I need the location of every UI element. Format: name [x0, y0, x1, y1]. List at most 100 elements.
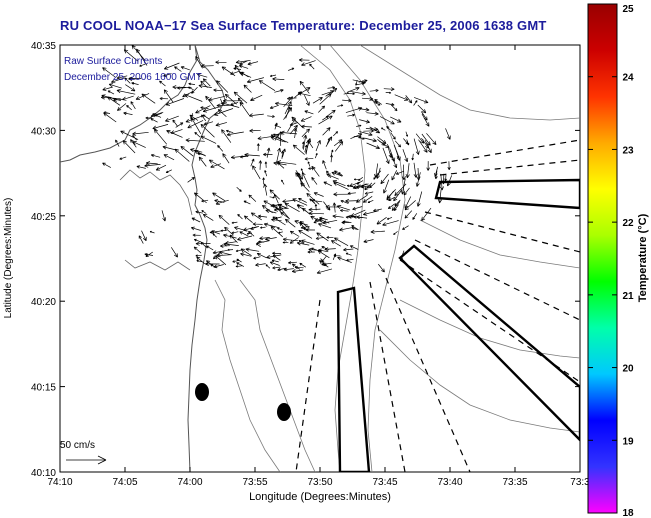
current-vector [362, 210, 379, 216]
colorbar-tick-label: 24 [622, 73, 634, 84]
current-vector [264, 170, 268, 177]
current-vector [304, 157, 314, 161]
current-vector [269, 196, 275, 199]
current-vector [237, 97, 244, 104]
current-vector [349, 245, 359, 250]
current-vector [258, 80, 276, 91]
current-vector [153, 128, 168, 145]
bathymetry-contours [214, 45, 580, 472]
current-vector [374, 99, 383, 105]
current-vector [426, 161, 430, 171]
current-vector [348, 92, 355, 96]
current-vector [415, 133, 425, 144]
current-vector [288, 67, 295, 71]
current-vector [333, 182, 349, 190]
current-vector [391, 170, 398, 181]
x-tick-label: 74:05 [112, 477, 137, 488]
current-vector [202, 213, 214, 221]
coastline [60, 45, 226, 472]
current-vector [272, 254, 281, 261]
current-vector [197, 152, 205, 156]
current-vector [221, 66, 236, 77]
current-vector [195, 56, 203, 69]
current-vector [394, 94, 409, 101]
current-vector [174, 66, 182, 72]
current-vector [222, 153, 230, 164]
current-vector [359, 131, 373, 137]
current-vector [278, 231, 283, 234]
current-vector [102, 162, 111, 168]
current-vector [315, 140, 321, 152]
colorbar [587, 3, 618, 514]
current-vector [108, 83, 123, 89]
coastline-detail [119, 169, 193, 271]
current-vector [120, 130, 139, 140]
current-vector [314, 204, 318, 211]
current-vector [370, 229, 385, 234]
current-vector [165, 169, 172, 173]
current-vector [322, 219, 338, 225]
current-vector [132, 141, 146, 148]
current-vector [300, 168, 304, 174]
current-vector [333, 192, 350, 197]
current-vector [318, 248, 329, 253]
current-vector [225, 129, 234, 134]
current-vector [284, 101, 292, 115]
y-tick-label: 40:20 [31, 297, 56, 308]
current-vector [235, 265, 242, 268]
current-vector [434, 166, 439, 177]
current-vector [116, 89, 136, 95]
current-vector [319, 93, 332, 105]
x-tick-label: 73:40 [437, 477, 462, 488]
current-vector [220, 98, 224, 105]
current-vector [141, 230, 147, 242]
current-vector [352, 79, 366, 85]
current-vector [333, 131, 339, 137]
current-vector [209, 230, 222, 235]
current-vector [415, 172, 421, 187]
current-vector [334, 237, 349, 247]
current-vector [195, 254, 202, 257]
current-vector [272, 76, 285, 82]
current-vector [309, 198, 316, 205]
current-vector [326, 138, 330, 145]
current-vector [235, 59, 251, 65]
station-marker-2 [277, 403, 291, 421]
current-vector [111, 77, 125, 84]
current-vector [205, 261, 220, 267]
current-vector [366, 142, 380, 150]
current-vector [135, 93, 150, 100]
current-vector [366, 111, 379, 116]
current-vector [131, 82, 139, 85]
current-vector [391, 104, 398, 112]
current-vector [383, 179, 390, 194]
current-vector [247, 61, 259, 66]
current-vector [200, 123, 215, 138]
current-vector [190, 226, 202, 231]
current-vector [321, 89, 335, 96]
current-vector [445, 128, 451, 140]
current-vector [299, 262, 306, 268]
current-vector [256, 252, 267, 259]
current-vector [154, 112, 163, 117]
current-vector [390, 132, 396, 140]
current-vector [294, 265, 304, 270]
current-vector [195, 210, 203, 214]
current-vector [342, 220, 350, 223]
current-vector [226, 131, 244, 137]
current-vector [191, 86, 198, 94]
current-vector [353, 215, 363, 219]
current-vector [248, 113, 264, 118]
current-vector [116, 103, 127, 111]
y-tick-label: 40:15 [31, 383, 56, 394]
current-vector [248, 230, 255, 237]
current-vector [391, 201, 401, 211]
current-vector [235, 249, 243, 253]
current-vector [417, 104, 427, 114]
current-vector [201, 210, 207, 214]
current-vector [298, 197, 307, 203]
current-vector [314, 152, 318, 159]
station-marker-1 [195, 383, 209, 401]
current-vector [358, 137, 365, 140]
current-vector [224, 240, 237, 246]
